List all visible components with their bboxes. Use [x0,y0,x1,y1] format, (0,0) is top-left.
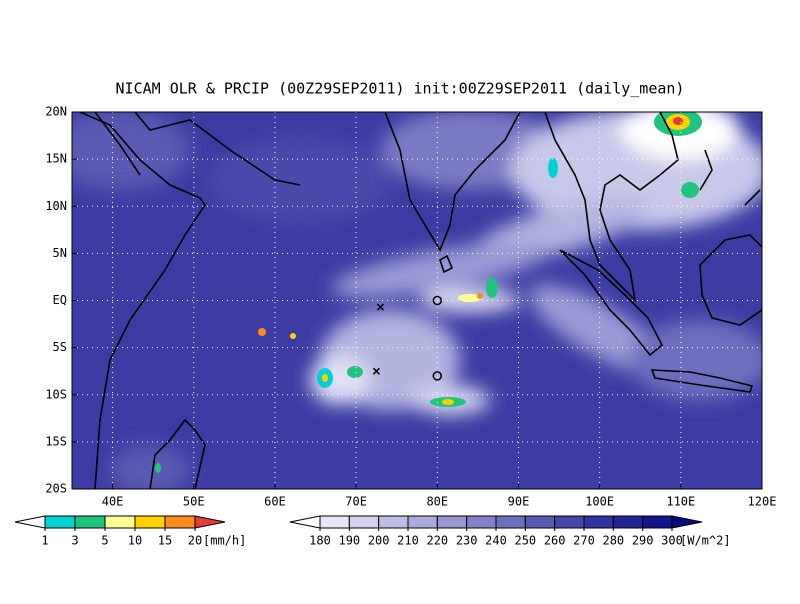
grid [72,112,762,489]
x-tick-label: 50E [183,495,205,509]
olr-field [72,112,762,489]
colorbar-over [194,515,226,529]
y-tick-label: EQ [53,293,67,307]
colorbar-label: 220 [426,534,448,548]
colorbar-label: 190 [338,534,360,548]
colorbar-label: 240 [485,534,507,548]
y-tick-label: 20S [45,482,67,496]
colorbars: 1 3 5 10 15 20 [mm/h] 180 190 200 210 220 230 240 250 2… [14,515,731,548]
colorbar-label: 3 [71,534,78,548]
axes: 40E 50E 60E 70E 80E 90E 100E 110E 120E 20N 15N 10N 5… [45,105,776,509]
colorbar-box [436,515,468,529]
x-tick-label: 70E [345,495,367,509]
colorbar-box [319,515,350,529]
colorbar-box [407,515,438,529]
x-tick-label: 120E [748,495,777,509]
colorbar-box [104,515,136,529]
colorbar-label: 280 [602,534,624,548]
marker-circle [432,371,443,381]
plot-area [72,112,762,489]
colorbar-label: 210 [397,534,419,548]
colorbar-label: 5 [101,534,108,548]
markers [372,295,443,381]
colorbar-under [14,515,46,529]
chart-title: NICAM OLR & PRCIP (00Z29SEP2011) init:00… [116,80,685,98]
colorbar-label: 200 [368,534,390,548]
y-tick-label: 5N [53,246,67,260]
marker-circle [432,295,443,306]
colorbar-box [44,515,76,529]
x-tick-label: 90E [508,495,530,509]
y-tick-label: 15N [45,152,67,166]
colorbar-box [583,515,614,529]
colorbar-box [495,515,526,529]
colorbar-under [289,515,321,529]
colorbar-label: 250 [514,534,536,548]
y-tick-label: 15S [45,434,67,448]
colorbar-label: 290 [632,534,654,548]
colorbar-box [74,515,106,529]
colorbar-box [612,515,644,529]
y-tick-label: 5S [53,340,67,354]
x-tick-label: 110E [666,495,695,509]
x-tick-label: 100E [585,495,614,509]
colorbar-box [134,515,166,529]
coastlines [79,112,762,489]
colorbar-box [466,515,497,529]
colorbar-label: 15 [158,534,172,548]
colorbar-box [164,515,196,529]
colorbar-unit: [mm/h] [203,534,246,548]
colorbar-label: 270 [573,534,595,548]
y-tick-label: 20N [45,105,67,119]
colorbar-label: 10 [128,534,142,548]
colorbar-box [554,515,585,529]
colorbar-label: 1 [41,534,48,548]
x-tick-label: 80E [426,495,448,509]
colorbar-box [348,515,380,529]
colorbar-label: 20 [188,534,202,548]
colorbar-label: 230 [456,534,478,548]
colorbar-label: 260 [544,534,566,548]
colorbar-box [642,515,673,529]
marker-cross [372,367,380,375]
colorbar-over [671,515,703,529]
y-tick-label: 10S [45,387,67,401]
precip-cells [155,112,702,473]
marker-cross [376,303,385,311]
colorbar-unit: [W/m^2] [680,534,731,548]
colorbar-label: 180 [309,534,331,548]
y-tick-label: 10N [45,199,67,213]
colorbar-label: 300 [661,534,683,548]
x-tick-label: 40E [102,495,124,509]
colorbar-box [524,515,556,529]
colorbar-box [378,515,409,529]
x-tick-label: 60E [264,495,286,509]
